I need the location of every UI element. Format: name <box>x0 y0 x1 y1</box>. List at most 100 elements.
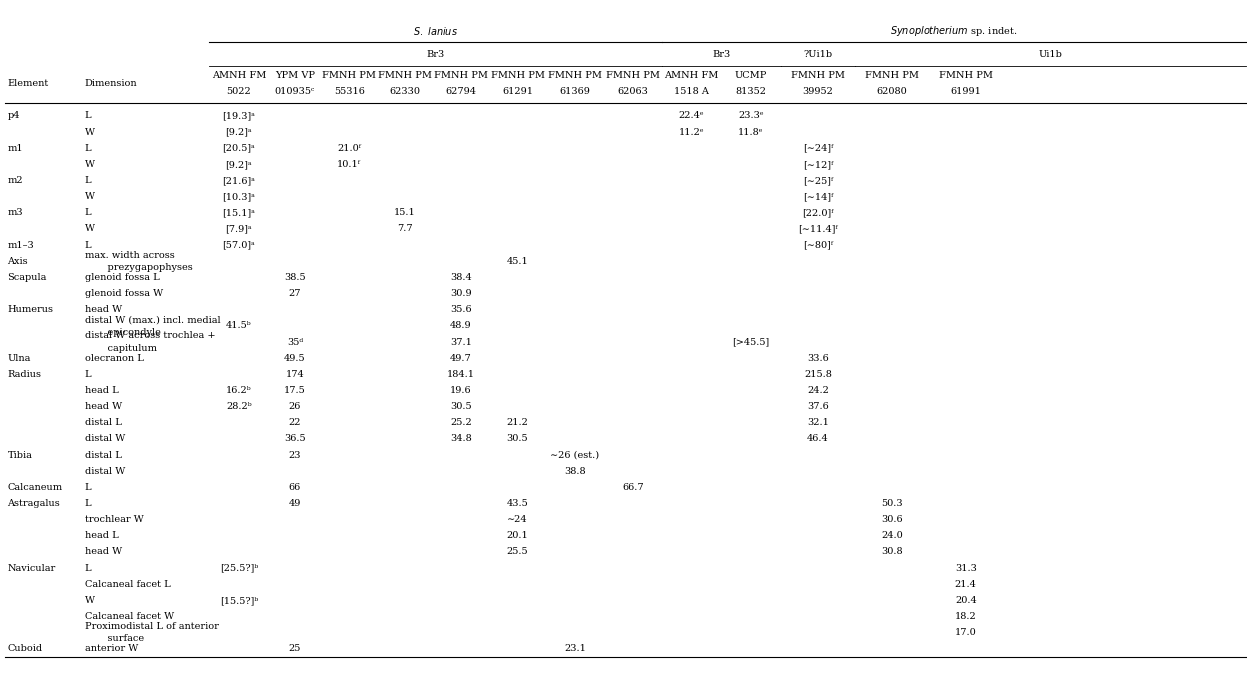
Text: Dimension: Dimension <box>85 79 137 88</box>
Text: L: L <box>85 111 91 120</box>
Text: FMNH PM: FMNH PM <box>490 72 545 80</box>
Text: glenoid fossa L: glenoid fossa L <box>85 273 160 282</box>
Text: 21.2: 21.2 <box>506 418 529 427</box>
Text: ∼26 (est.): ∼26 (est.) <box>550 450 600 459</box>
Text: 62330: 62330 <box>389 87 420 95</box>
Text: 36.5: 36.5 <box>284 434 306 443</box>
Text: W: W <box>85 225 95 233</box>
Text: 32.1: 32.1 <box>807 418 829 427</box>
Text: L: L <box>85 208 91 217</box>
Text: W: W <box>85 127 95 136</box>
Text: 5022: 5022 <box>227 87 251 95</box>
Text: 48.9: 48.9 <box>450 322 471 331</box>
Text: Br3: Br3 <box>712 51 731 59</box>
Text: $\it{S.\ lanius}$: $\it{S.\ lanius}$ <box>413 24 459 37</box>
Text: 26: 26 <box>289 402 301 411</box>
Text: 11.2ᵉ: 11.2ᵉ <box>678 127 705 136</box>
Text: 66: 66 <box>289 483 301 492</box>
Text: head W: head W <box>85 306 122 314</box>
Text: m1–3: m1–3 <box>7 241 34 250</box>
Text: 15.1: 15.1 <box>394 208 415 217</box>
Text: 28.2ᵇ: 28.2ᵇ <box>226 402 252 411</box>
Text: 37.1: 37.1 <box>450 338 471 347</box>
Text: L: L <box>85 176 91 185</box>
Text: YPM VP: YPM VP <box>274 72 315 80</box>
Text: m1: m1 <box>7 144 24 152</box>
Text: 7.7: 7.7 <box>397 225 413 233</box>
Text: head L: head L <box>85 531 118 540</box>
Text: Calcaneal facet L: Calcaneal facet L <box>85 580 171 589</box>
Text: FMNH PM: FMNH PM <box>939 72 993 80</box>
Text: distal L: distal L <box>85 418 122 427</box>
Text: [21.6]ᵃ: [21.6]ᵃ <box>222 176 256 185</box>
Text: 184.1: 184.1 <box>446 370 475 379</box>
Text: m2: m2 <box>7 176 24 185</box>
Text: Element: Element <box>7 79 49 88</box>
Text: 17.5: 17.5 <box>284 386 306 395</box>
Text: Calcaneal facet W: Calcaneal facet W <box>85 612 173 621</box>
Text: Ulna: Ulna <box>7 354 31 363</box>
Text: [7.9]ᵃ: [7.9]ᵃ <box>226 225 252 233</box>
Text: W: W <box>85 160 95 169</box>
Text: 21.4: 21.4 <box>955 580 976 589</box>
Text: 174: 174 <box>286 370 304 379</box>
Text: 25: 25 <box>289 644 301 654</box>
Text: 34.8: 34.8 <box>450 434 471 443</box>
Text: AMNH FM: AMNH FM <box>665 72 718 80</box>
Text: L: L <box>85 370 91 379</box>
Text: Humerus: Humerus <box>7 306 54 314</box>
Text: 62080: 62080 <box>877 87 908 95</box>
Text: 25.2: 25.2 <box>450 418 471 427</box>
Text: 38.8: 38.8 <box>564 467 586 475</box>
Text: 30.6: 30.6 <box>882 515 903 524</box>
Text: L: L <box>85 144 91 152</box>
Text: 49.5: 49.5 <box>284 354 306 363</box>
Text: L: L <box>85 483 91 492</box>
Text: 24.2: 24.2 <box>807 386 829 395</box>
Text: [∼12]ᶠ: [∼12]ᶠ <box>803 160 833 169</box>
Text: [15.5?]ᵇ: [15.5?]ᵇ <box>219 596 258 605</box>
Text: capitulum: capitulum <box>95 344 157 353</box>
Text: [9.2]ᵃ: [9.2]ᵃ <box>226 127 252 136</box>
Text: [∼25]ᶠ: [∼25]ᶠ <box>803 176 833 185</box>
Text: 35ᵈ: 35ᵈ <box>287 338 303 347</box>
Text: 49.7: 49.7 <box>450 354 471 363</box>
Text: 33.6: 33.6 <box>807 354 829 363</box>
Text: 18.2: 18.2 <box>955 612 976 621</box>
Text: head W: head W <box>85 402 122 411</box>
Text: L: L <box>85 564 91 573</box>
Text: ∼24: ∼24 <box>508 515 527 524</box>
Text: AMNH FM: AMNH FM <box>212 72 266 80</box>
Text: W: W <box>85 596 95 605</box>
Text: 23.3ᵉ: 23.3ᵉ <box>738 111 763 120</box>
Text: Navicular: Navicular <box>7 564 56 573</box>
Text: glenoid fossa W: glenoid fossa W <box>85 289 163 298</box>
Text: FMNH PM: FMNH PM <box>865 72 919 80</box>
Text: [>45.5]: [>45.5] <box>732 338 769 347</box>
Text: head W: head W <box>85 548 122 556</box>
Text: anterior W: anterior W <box>85 644 138 654</box>
Text: max. width across: max. width across <box>85 251 175 260</box>
Text: 39952: 39952 <box>803 87 833 95</box>
Text: Scapula: Scapula <box>7 273 47 282</box>
Text: [22.0]ᶠ: [22.0]ᶠ <box>802 208 834 217</box>
Text: 81352: 81352 <box>736 87 766 95</box>
Text: prezygapophyses: prezygapophyses <box>95 263 192 272</box>
Text: FMNH PM: FMNH PM <box>547 72 602 80</box>
Text: Cuboid: Cuboid <box>7 644 42 654</box>
Text: 20.4: 20.4 <box>955 596 976 605</box>
Text: Ui1b: Ui1b <box>1039 51 1062 59</box>
Text: [15.1]ᵃ: [15.1]ᵃ <box>222 208 256 217</box>
Text: 35.6: 35.6 <box>450 306 471 314</box>
Text: 23.1: 23.1 <box>564 644 586 654</box>
Text: epicondyle: epicondyle <box>95 328 161 336</box>
Text: trochlear W: trochlear W <box>85 515 143 524</box>
Text: 46.4: 46.4 <box>807 434 829 443</box>
Text: 61991: 61991 <box>950 87 981 95</box>
Text: 37.6: 37.6 <box>807 402 829 411</box>
Text: Br3: Br3 <box>426 51 445 59</box>
Text: 25.5: 25.5 <box>506 548 529 556</box>
Text: distal W: distal W <box>85 434 125 443</box>
Text: 27: 27 <box>288 289 302 298</box>
Text: 49: 49 <box>289 499 301 508</box>
